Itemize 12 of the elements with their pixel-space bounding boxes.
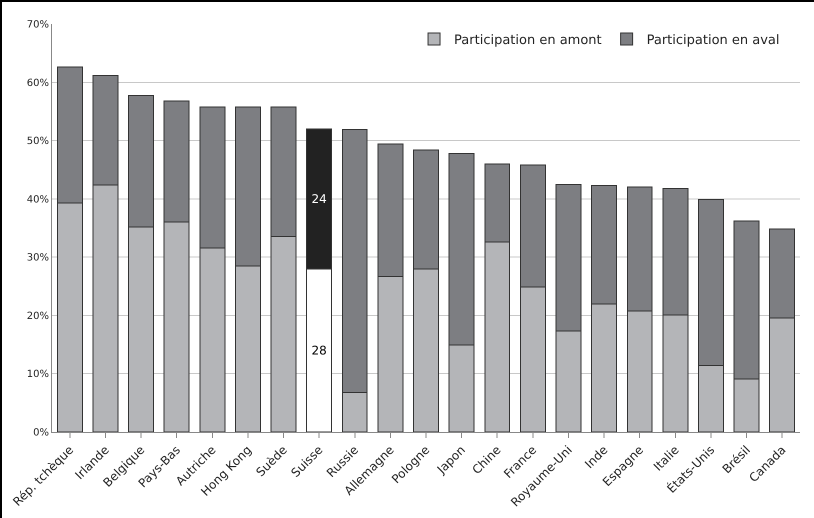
y-tick-label: 60% bbox=[26, 78, 49, 89]
y-tick-label: 0% bbox=[33, 428, 49, 438]
y-tick-label: 40% bbox=[26, 194, 49, 206]
y-tick-label: 30% bbox=[26, 252, 49, 264]
y-tick-label: 10% bbox=[26, 369, 49, 380]
data-label: 28 bbox=[312, 343, 327, 358]
y-tick-label: 20% bbox=[26, 310, 49, 322]
data-label: 24 bbox=[312, 192, 327, 206]
y-tick-label: 70% bbox=[26, 20, 49, 30]
y-tick-label: 50% bbox=[26, 136, 49, 148]
legend-label: Participation en amont bbox=[454, 33, 602, 48]
legend-label: Participation en aval bbox=[646, 33, 780, 48]
